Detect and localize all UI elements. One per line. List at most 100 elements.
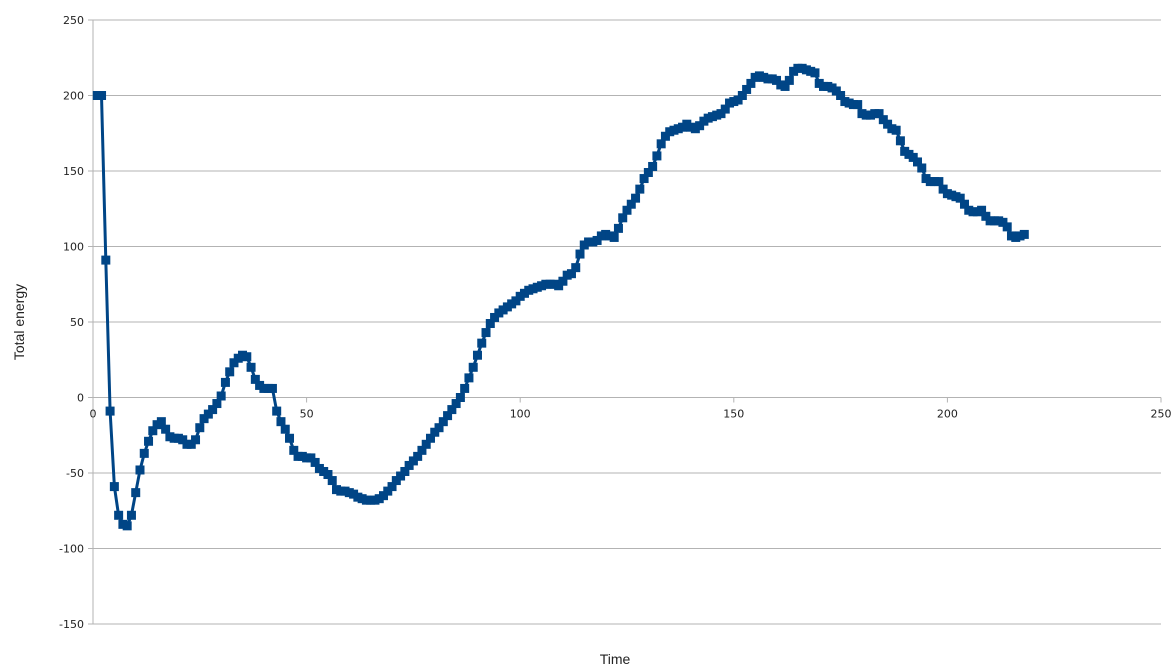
- data-point-marker: [144, 436, 154, 446]
- data-point-marker: [391, 476, 401, 486]
- x-tick-label: 0: [90, 408, 97, 421]
- gridlines: [88, 19, 1161, 625]
- data-point-marker: [323, 470, 333, 480]
- series-total-energy: [92, 63, 1029, 531]
- y-axis-title: Total energy: [11, 284, 27, 360]
- data-point-marker: [430, 427, 440, 437]
- data-point-marker: [648, 161, 658, 171]
- data-point-marker: [161, 424, 171, 434]
- data-point-marker: [810, 68, 820, 78]
- data-point-marker: [396, 471, 406, 481]
- data-point-marker: [934, 177, 944, 187]
- data-point-marker: [101, 255, 111, 265]
- data-point-marker: [387, 482, 397, 492]
- data-point-marker: [378, 491, 388, 501]
- data-point-marker: [609, 232, 619, 242]
- data-point-marker: [652, 151, 662, 161]
- data-point-marker: [186, 439, 196, 449]
- data-point-marker: [310, 457, 320, 467]
- data-point-marker: [908, 152, 918, 162]
- data-point-marker: [199, 414, 209, 424]
- data-point-marker: [891, 125, 901, 135]
- y-tick-label: -150: [59, 618, 84, 631]
- data-point-marker: [191, 435, 201, 445]
- data-point-marker: [267, 383, 277, 393]
- data-point-marker: [443, 411, 453, 421]
- data-point-marker: [114, 510, 124, 520]
- data-point-marker: [250, 374, 260, 384]
- data-point-marker: [874, 109, 884, 119]
- data-point-marker: [977, 205, 987, 215]
- data-point-marker: [917, 163, 927, 173]
- data-point-marker: [575, 249, 585, 259]
- data-point-marker: [306, 453, 316, 463]
- data-point-marker: [438, 417, 448, 427]
- data-point-marker: [938, 184, 948, 194]
- data-point-marker: [853, 100, 863, 110]
- data-point-marker: [981, 211, 991, 221]
- data-point-marker: [558, 276, 568, 286]
- data-point-marker: [742, 84, 752, 94]
- data-point-marker: [280, 424, 290, 434]
- data-point-marker: [895, 136, 905, 146]
- data-point-marker: [447, 405, 457, 415]
- data-point-marker: [413, 451, 423, 461]
- y-tick-label: -100: [59, 543, 84, 556]
- x-tick-label: 150: [723, 408, 744, 421]
- data-point-marker: [639, 174, 649, 184]
- data-point-marker: [460, 383, 470, 393]
- data-point-marker: [998, 217, 1008, 227]
- data-point-marker: [408, 456, 418, 466]
- y-tick-label: 150: [63, 165, 84, 178]
- data-point-marker: [156, 417, 166, 427]
- data-point-marker: [656, 139, 666, 149]
- data-point-marker: [566, 269, 576, 279]
- y-tick-label: 0: [77, 392, 84, 405]
- x-tick-label: 100: [510, 408, 531, 421]
- data-point-marker: [780, 81, 790, 91]
- data-point-marker: [400, 466, 410, 476]
- y-tick-label: 250: [63, 14, 84, 27]
- data-point-marker: [289, 445, 299, 455]
- data-point-marker: [421, 439, 431, 449]
- data-point-marker: [139, 448, 149, 458]
- x-tick-label: 250: [1151, 408, 1172, 421]
- data-point-marker: [626, 199, 636, 209]
- data-point-marker: [148, 426, 158, 436]
- data-point-marker: [383, 486, 393, 496]
- data-point-marker: [1002, 222, 1012, 232]
- data-point-marker: [451, 399, 461, 409]
- x-tick-label: 200: [937, 408, 958, 421]
- x-axis-title: Time: [600, 651, 631, 666]
- x-tick-labels: 0 50 100 150 200 250: [90, 408, 1172, 421]
- data-point-marker: [242, 352, 252, 362]
- data-point-marker: [434, 423, 444, 433]
- data-point-marker: [272, 406, 282, 416]
- data-point-marker: [485, 319, 495, 329]
- data-point-marker: [285, 433, 295, 443]
- data-point-marker: [643, 168, 653, 178]
- data-point-marker: [618, 213, 628, 223]
- data-point-marker: [417, 445, 427, 455]
- y-tick-label: 50: [70, 316, 84, 329]
- data-point-marker: [772, 75, 782, 85]
- data-point-marker: [955, 193, 965, 203]
- y-tick-label: -50: [66, 467, 84, 480]
- data-point-marker: [613, 223, 623, 233]
- data-point-marker: [212, 399, 222, 409]
- data-point-marker: [1019, 229, 1029, 239]
- data-point-marker: [216, 391, 226, 401]
- data-point-marker: [878, 115, 888, 125]
- data-point-marker: [229, 358, 239, 368]
- data-point-marker: [220, 377, 230, 387]
- data-point-marker: [468, 362, 478, 372]
- data-point-marker: [481, 328, 491, 338]
- data-point-marker: [425, 433, 435, 443]
- data-point-marker: [631, 193, 641, 203]
- y-tick-label: 200: [63, 90, 84, 103]
- data-point-marker: [592, 235, 602, 245]
- x-tick-label: 50: [300, 408, 314, 421]
- data-point-marker: [195, 423, 205, 433]
- data-point-marker: [959, 199, 969, 209]
